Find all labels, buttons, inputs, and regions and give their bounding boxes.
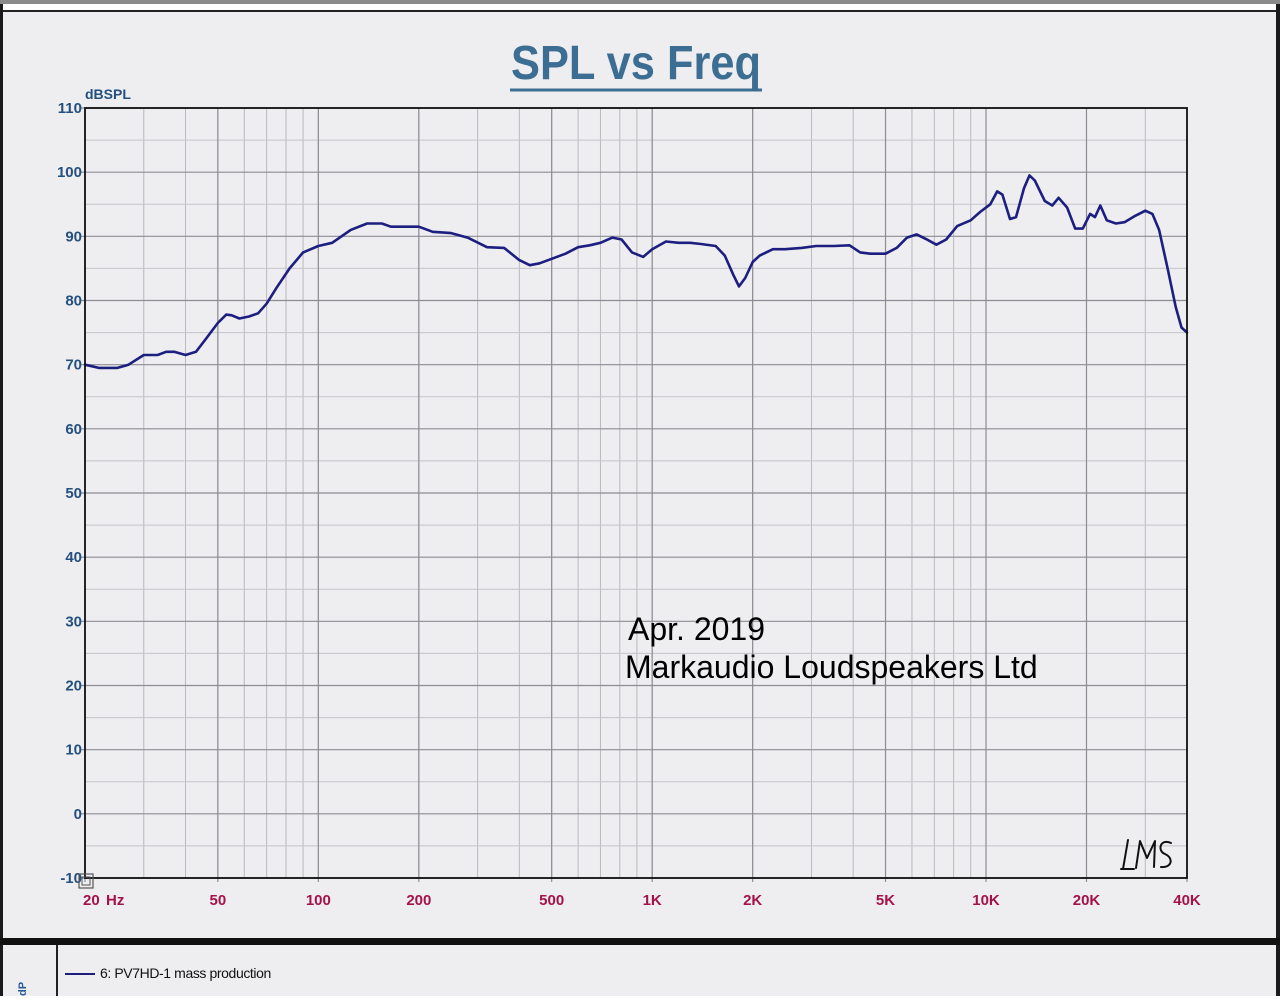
y-tick-label: 20 <box>65 678 82 695</box>
chart-title: SPL vs Freq <box>511 37 761 90</box>
x-tick-label: 1K <box>643 892 662 909</box>
y-tick-label: 40 <box>65 549 82 566</box>
plot-border <box>84 107 1188 879</box>
y-tick-label: 50 <box>65 485 82 502</box>
annotation-date: Apr. 2019 <box>628 611 765 647</box>
x-tick-label: 200 <box>406 892 431 909</box>
window-frame-left <box>0 4 3 996</box>
x-tick-label: 50 <box>210 892 227 909</box>
y-tick-label: 0 <box>74 806 82 823</box>
cursor-handle[interactable] <box>78 873 94 889</box>
chart-panel: SPL vs Freq dBSPL -10 0 10 20 30 40 50 60 70 80 90… <box>3 10 1276 940</box>
y-tick-label: 90 <box>65 228 82 245</box>
series-line-pv7hd-1 <box>83 174 1189 370</box>
y-tick-labels: -10 0 10 20 30 40 50 60 70 80 90 100 110 <box>57 100 82 887</box>
major-grid <box>81 107 1188 882</box>
y-tick-label: 30 <box>65 613 82 630</box>
panel-divider <box>0 938 1280 945</box>
legend-side-label: dP <box>17 981 29 997</box>
legend-panel: dP 6: PV7HD-1 mass production <box>3 945 1276 996</box>
annotation-company: Markaudio Loudspeakers Ltd <box>625 649 1038 685</box>
y-tick-label: -10 <box>60 870 82 887</box>
legend-separator <box>56 945 58 996</box>
y-tick-label: 110 <box>58 100 82 117</box>
y-tick-label: 10 <box>65 742 82 759</box>
x-tick-label: 40K <box>1173 892 1201 909</box>
x-tick-label: 500 <box>539 892 564 909</box>
x-tick-label: 5K <box>876 892 895 909</box>
legend-swatch <box>65 973 95 975</box>
chart-svg: SPL vs Freq dBSPL -10 0 10 20 30 40 50 60 70 80 90… <box>57 37 1201 909</box>
x-unit-label: Hz <box>106 892 124 909</box>
x-tick-labels: 20 50 100 200 500 1K 2K 5K 10K 20K 40K <box>83 892 1201 909</box>
y-tick-label: 100 <box>57 164 82 181</box>
x-tick-label: 2K <box>743 892 762 909</box>
x-tick-label: 20 <box>83 892 100 909</box>
y-axis-label: dBSPL <box>85 86 131 102</box>
x-tick-label: 10K <box>972 892 1000 909</box>
x-tick-label: 20K <box>1073 892 1101 909</box>
window-frame-right <box>1276 4 1280 996</box>
x-tick-label: 100 <box>306 892 331 909</box>
lms-logo <box>1120 839 1172 870</box>
y-tick-label: 70 <box>65 357 82 374</box>
window-top-bar <box>0 0 1280 4</box>
y-tick-label: 80 <box>65 293 82 310</box>
legend-entry[interactable]: 6: PV7HD-1 mass production <box>100 965 271 981</box>
y-tick-label: 60 <box>65 421 82 438</box>
